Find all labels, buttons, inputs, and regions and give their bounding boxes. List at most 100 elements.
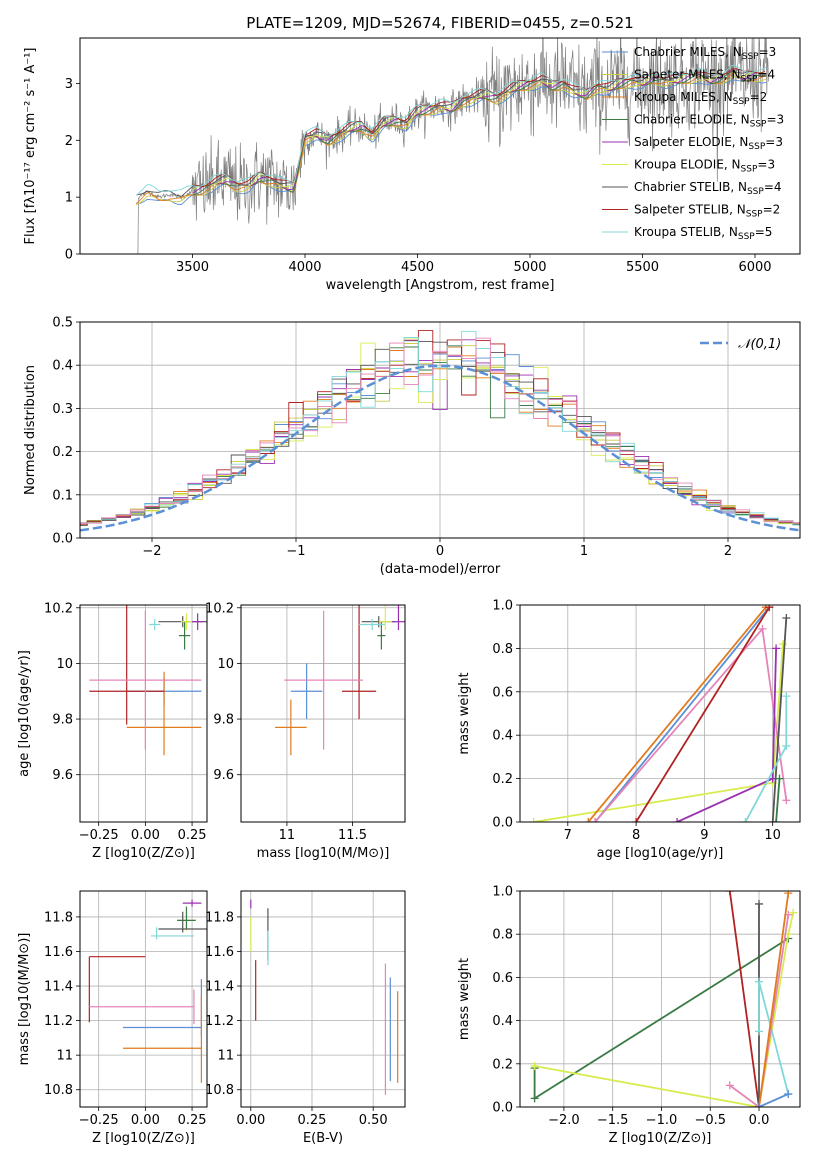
weight-marker (632, 818, 641, 822)
y-tick-label: 0.4 (492, 1014, 513, 1029)
y-axis-label: age [log10(age/yr)] (17, 650, 32, 777)
x-axis-label: Z [log10(Z/Z⊙)] (92, 1131, 195, 1146)
x-tick-label: 1 (580, 544, 588, 559)
mass-vs-EBV-frame (240, 890, 406, 1108)
residuals-plot-area (80, 330, 800, 532)
weight-line-kroupa-miles (587, 606, 767, 822)
y-tick-label: 1.0 (492, 885, 513, 900)
weight-line-extra (594, 626, 788, 822)
legend-entry: Chabrier STELIB, NSSP=4 (634, 180, 782, 197)
spectrum-axes: 3500 4000 4500 5000 5500 6000 0 1 2 3 wavelength [… (23, 48, 772, 294)
x-tick-label: 0.00 (131, 1113, 160, 1128)
x-tick-label: −2 (142, 544, 161, 559)
y-tick-label: 9.6 (213, 768, 234, 783)
weight-line-kroupa-miles (758, 893, 790, 1107)
weight-marker (584, 818, 593, 822)
x-tick-label: −0.25 (79, 1113, 119, 1128)
weight-marker (755, 977, 764, 986)
weight-marker (765, 605, 774, 612)
histogram-step-kroupa-miles (80, 346, 800, 525)
histogram-step-extra (80, 337, 800, 524)
y-tick-label: 0.0 (492, 816, 513, 831)
y-tick-label: 10.8 (205, 1083, 234, 1098)
y-tick-label: 3 (65, 77, 73, 92)
weight-marker (778, 640, 787, 649)
weight-marker (772, 644, 781, 653)
figure-title: PLATE=1209, MJD=52674, FIBERID=0455, z=0… (246, 14, 633, 32)
legend-entry: Chabrier ELODIE, NSSP=3 (634, 113, 784, 130)
x-axis-label: wavelength [Angstrom, rest frame] (326, 278, 555, 293)
y-tick-label: 11 (217, 1049, 234, 1064)
weight-marker (789, 908, 798, 917)
weight-marker (673, 818, 682, 822)
y-tick-label: 0 (65, 248, 73, 263)
age-vs-mass-plot-area (275, 605, 405, 756)
weight-line-kroupa-elodie (534, 912, 795, 1107)
weight-marker (782, 692, 791, 701)
y-tick-label: 1 (65, 191, 73, 206)
y-tick-label: 11.4 (205, 980, 234, 995)
y-tick-label: 11.6 (205, 945, 234, 960)
legend-entry: Kroupa STELIB, NSSP=5 (634, 225, 772, 242)
legend-entry: Chabrier MILES, NSSP=3 (634, 45, 776, 62)
spectrum-frame (79, 37, 801, 255)
y-tick-label: 0.5 (52, 316, 73, 331)
spectrum-legend: Chabrier MILES, NSSP=3 Salpeter MILES, NS… (602, 45, 784, 242)
mass-vs-EBV-plot-area (250, 899, 399, 1095)
x-tick-label: 0.50 (359, 1113, 388, 1128)
x-axis-label: Z [log10(Z/Z⊙)] (609, 1131, 712, 1146)
y-axis-label: mass weight (457, 672, 472, 754)
weight-marker (529, 818, 538, 822)
y-tick-label: 0.6 (492, 685, 513, 700)
x-tick-label: −0.5 (694, 1113, 726, 1128)
residuals-legend: 𝒩(0,1) (700, 337, 781, 352)
weight-marker (725, 891, 734, 895)
age-vs-mass-axes: 11 11.5 9.6 9.8 10 10.2 mass [log10(M/M⊙)] (205, 601, 405, 861)
x-tick-label: 9 (700, 828, 708, 843)
y-tick-label: 11.2 (44, 1014, 73, 1029)
x-tick-label: 0.00 (236, 1113, 265, 1128)
age-vs-Z-frame (79, 604, 208, 823)
x-tick-label: 4000 (288, 260, 321, 275)
x-axis-label: E(B-V) (303, 1131, 343, 1146)
y-tick-label: 0.2 (492, 1057, 513, 1072)
x-tick-label: −2.0 (548, 1113, 580, 1128)
y-axis-label: Flux [fλ10⁻¹⁷ erg cm⁻² s⁻¹ A⁻¹] (23, 48, 38, 245)
y-tick-label: 2 (65, 134, 73, 149)
y-tick-label: 11.4 (44, 980, 73, 995)
x-axis-label: Z [log10(Z/Z⊙)] (92, 846, 195, 861)
x-tick-label: 4500 (401, 260, 434, 275)
y-axis-label: mass [log10(M/M⊙)] (17, 933, 32, 1066)
y-tick-label: 0.4 (52, 359, 73, 374)
y-tick-label: 0.2 (52, 445, 73, 460)
weight-line-salpeter-stelib (635, 606, 771, 822)
y-axis-label: Normed distribution (23, 365, 38, 495)
legend-entry: Salpeter STELIB, NSSP=2 (634, 203, 780, 220)
y-tick-label: 9.8 (213, 713, 234, 728)
x-tick-label: 5500 (626, 260, 659, 275)
weight-marker (784, 1090, 793, 1099)
x-tick-label: 11 (279, 828, 296, 843)
histogram-step-salpeter-miles (80, 343, 800, 525)
y-tick-label: 0.3 (52, 402, 73, 417)
mass-vs-Z-frame (79, 890, 208, 1108)
weight-vs-Z-plot-area (530, 891, 798, 1107)
x-tick-label: 5000 (513, 260, 546, 275)
weight-marker (725, 1081, 734, 1090)
weight-vs-Z-axes: −2.0 −1.5 −1.0 −0.5 0.0 0.0 0.2 0.4 0.6 0.8 1.0 Z [… (457, 885, 800, 1146)
x-tick-label: 7 (564, 828, 572, 843)
weight-marker (775, 774, 784, 783)
spectrum-plot-area (129, 38, 769, 254)
weight-vs-age-plot-area (529, 605, 791, 822)
weight-marker (758, 624, 767, 633)
x-tick-label: 3500 (176, 260, 209, 275)
y-tick-label: 0.8 (492, 928, 513, 943)
x-tick-label: 0.25 (298, 1113, 327, 1128)
y-tick-label: 10.8 (44, 1083, 73, 1098)
weight-line-kroupa-elodie (533, 644, 784, 822)
age-vs-Z-plot-area (89, 605, 207, 756)
y-tick-label: 0.8 (492, 642, 513, 657)
x-tick-label: 10 (764, 828, 781, 843)
y-tick-label: 10.2 (44, 601, 73, 616)
